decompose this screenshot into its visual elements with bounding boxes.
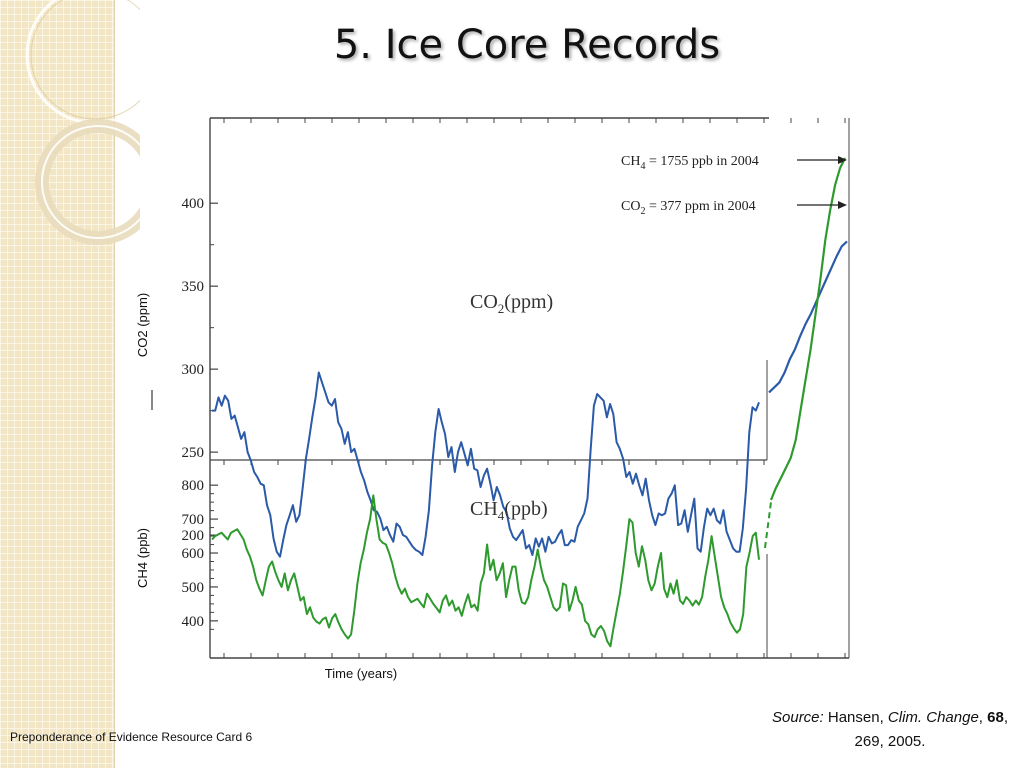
co2-series-line	[212, 371, 760, 558]
y-tick-label: 200	[182, 528, 205, 544]
ice-core-chart: 200 250 300 350 400 400 500 600 700 800 CO2(ppm) CH…	[135, 117, 850, 681]
ch4-modern-line	[769, 157, 846, 501]
ch4-gap-dashed	[764, 501, 772, 549]
slide-footer: Preponderance of Evidence Resource Card …	[10, 730, 253, 744]
y-tick-label: 400	[182, 614, 205, 630]
source-volume: 68	[987, 709, 1004, 726]
co2-modern-line	[768, 240, 848, 394]
ch4-series-line	[211, 494, 760, 648]
y-tick-label: 300	[182, 362, 205, 378]
y-tick-label: 700	[182, 512, 205, 528]
y-tick-label: 800	[182, 478, 205, 494]
y-axis-title-co2: CO2 (ppm)	[135, 293, 150, 357]
source-citation: Source: Hansen, Clim. Change, 68, 269, 2…	[770, 706, 1010, 754]
x-axis-title: Time (years)	[325, 666, 397, 681]
panel-label-ch4: CH4(ppb)	[470, 498, 548, 523]
source-author: Hansen,	[827, 709, 888, 726]
panel-label-co2: CO2(ppm)	[470, 291, 553, 316]
source-journal: Clim. Change	[887, 709, 979, 726]
annotation-arrowhead-ch4	[838, 156, 847, 164]
slide-title: 5. Ice Core Records	[333, 22, 721, 68]
y-tick-label: 400	[182, 196, 205, 212]
annotation-arrowhead-co2	[838, 201, 847, 209]
annotation-co2: CO2 = 377 ppm in 2004	[621, 199, 756, 217]
y-tick-label: 250	[182, 445, 205, 461]
y-tick-label: 500	[182, 580, 205, 596]
y-axis-title-ch4: CH4 (ppb)	[135, 528, 150, 588]
annotation-ch4: CH4 = 1755 ppb in 2004	[621, 154, 759, 172]
source-sep: ,	[978, 709, 988, 726]
y-tick-label: 600	[182, 546, 205, 562]
source-label: Source:	[772, 709, 824, 726]
y-tick-label: 350	[182, 279, 205, 295]
source-rest: , 269, 2005.	[854, 709, 1008, 750]
decorative-rings	[25, 0, 140, 245]
